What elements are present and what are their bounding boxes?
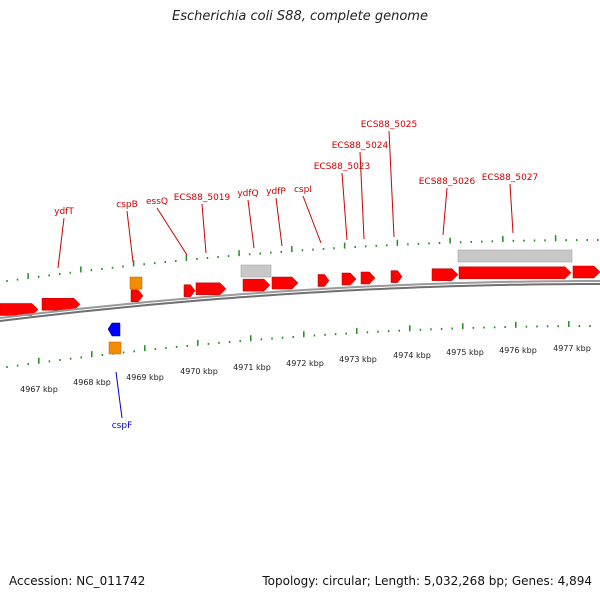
forward-gene-arrow xyxy=(431,268,459,281)
inner-tick-track xyxy=(6,321,591,369)
scale-label: 4974 kbp xyxy=(393,351,431,360)
label-leader-line xyxy=(57,217,65,269)
scale-label: 4970 kbp xyxy=(180,367,218,376)
repeat-region xyxy=(240,264,272,278)
repeat-region xyxy=(457,249,573,263)
scale-label: 4969 kbp xyxy=(126,373,164,382)
label-leader-line xyxy=(509,183,514,234)
label-leader-line xyxy=(247,199,255,249)
forward-gene-arrow xyxy=(183,284,196,297)
label-leader-line xyxy=(275,197,283,247)
gene-label-reverse[interactable]: cspF xyxy=(112,421,133,431)
forward-gene-arrow xyxy=(41,298,81,311)
gene-label[interactable]: ydfQ xyxy=(237,189,258,199)
label-leaders xyxy=(57,130,514,419)
genome-backbone xyxy=(0,280,600,322)
rna-feature xyxy=(108,341,122,355)
gene-label[interactable]: ECS88_5025 xyxy=(361,120,418,130)
reverse-gene-arrow xyxy=(107,322,121,337)
label-leader-line xyxy=(388,130,395,238)
backbone-line xyxy=(0,283,600,322)
forward-gene-arrow xyxy=(572,265,600,279)
scale-label: 4972 kbp xyxy=(286,359,324,368)
label-leader-line xyxy=(156,207,188,256)
forward-gene-arrow xyxy=(360,271,376,285)
label-leader-line xyxy=(201,203,207,254)
gene-label[interactable]: ECS88_5019 xyxy=(174,193,231,203)
rna-feature xyxy=(129,276,143,290)
feature-track xyxy=(0,249,600,355)
gene-label[interactable]: ECS88_5026 xyxy=(419,177,476,187)
label-leader-line xyxy=(115,371,123,419)
scale-label: 4975 kbp xyxy=(446,348,484,357)
forward-gene-arrow xyxy=(242,278,271,292)
forward-gene-arrow xyxy=(0,303,39,316)
scale-label: 4968 kbp xyxy=(73,378,111,387)
gene-label[interactable]: essQ xyxy=(146,197,168,207)
scale-label: 4977 kbp xyxy=(553,344,591,353)
scale-label: 4971 kbp xyxy=(233,363,271,372)
forward-gene-arrow xyxy=(390,270,403,283)
forward-gene-arrow xyxy=(341,272,357,286)
forward-gene-arrow xyxy=(271,276,299,290)
gene-label[interactable]: ECS88_5024 xyxy=(332,141,389,151)
gene-label[interactable]: ydfT xyxy=(54,207,74,217)
gene-label[interactable]: cspB xyxy=(116,200,138,210)
accession-text: Accession: NC_011742 xyxy=(9,574,146,588)
gene-label[interactable]: ECS88_5027 xyxy=(482,173,539,183)
forward-gene-arrow xyxy=(130,289,144,303)
label-leader-line xyxy=(442,187,448,236)
gene-label[interactable]: ECS88_5023 xyxy=(314,162,371,172)
label-leader-line xyxy=(126,210,134,263)
backbone-line xyxy=(0,280,600,319)
label-leader-line xyxy=(341,172,348,241)
gene-label[interactable]: ydfP xyxy=(266,187,286,197)
forward-gene-arrow xyxy=(195,282,227,296)
forward-gene-arrow xyxy=(458,266,572,280)
scale-label: 4967 kbp xyxy=(20,385,58,394)
label-leader-line xyxy=(359,151,365,240)
scale-label: 4976 kbp xyxy=(499,346,537,355)
map-title: Escherichia coli S88, complete genome xyxy=(172,9,428,24)
scale-label: 4973 kbp xyxy=(339,355,377,364)
genome-summary-text: Topology: circular; Length: 5,032,268 bp… xyxy=(262,574,592,588)
gene-label[interactable]: cspI xyxy=(294,185,312,195)
label-leader-line xyxy=(302,195,322,244)
forward-gene-arrow xyxy=(317,274,330,287)
outer-tick-track xyxy=(6,235,599,283)
